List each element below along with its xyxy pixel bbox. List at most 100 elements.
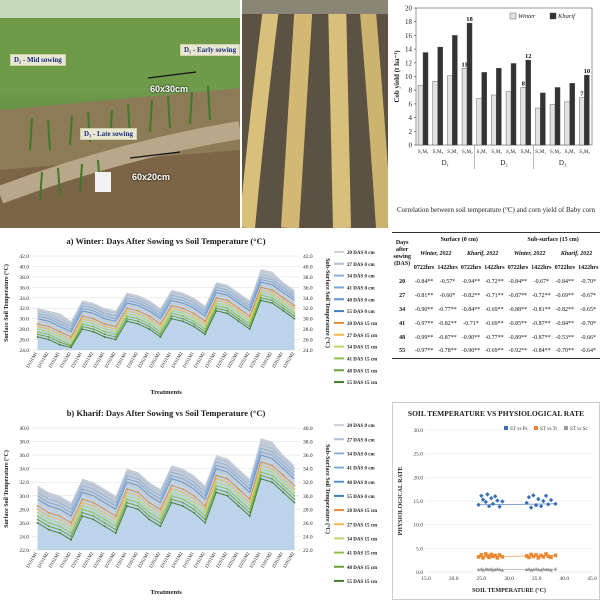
y-tick-label: 2 <box>409 128 413 136</box>
series-point <box>260 464 262 467</box>
series-point <box>148 315 151 317</box>
series-point <box>126 320 128 323</box>
series-point <box>103 508 106 511</box>
series-point <box>282 484 285 487</box>
series-point <box>271 467 273 470</box>
series-point <box>282 307 285 310</box>
legend-label: 34 DAS 0 cm <box>347 452 375 457</box>
sign-mid-sowing: D₂ - Mid sowing <box>10 54 66 66</box>
das-cell: 48 <box>399 334 406 341</box>
y-tick-label: 10 <box>405 73 413 81</box>
series-point <box>36 336 39 338</box>
series-point <box>271 481 273 484</box>
series-point <box>159 333 162 336</box>
scatter-point <box>527 555 531 560</box>
y-tick-label: 10.0 <box>413 523 423 529</box>
series-point <box>137 508 139 511</box>
series-point <box>271 474 273 477</box>
legend-label: 20 DAS 15 cm <box>347 322 378 327</box>
legend-label: ST vs Ps <box>510 427 527 432</box>
series-point <box>170 312 173 315</box>
series-point <box>81 508 84 511</box>
y-tick-label: 8 <box>409 87 413 95</box>
series-point <box>81 501 84 504</box>
spacing-label-top: 60x30cm <box>150 84 189 94</box>
series-point <box>226 491 229 494</box>
series-point <box>59 518 61 521</box>
y-tick-label: 28.0 <box>19 327 29 333</box>
series-point <box>237 488 240 490</box>
series-point <box>59 515 61 518</box>
series-point <box>92 511 95 514</box>
correlation-cell: -0.84** <box>555 320 575 327</box>
x-tick-label: D3S2M2 <box>283 351 296 369</box>
series-point <box>193 322 195 325</box>
series-point <box>282 491 285 494</box>
time-header: 0722hrs <box>460 264 482 271</box>
series-line <box>37 468 295 531</box>
series-point <box>137 315 139 317</box>
series-point <box>70 525 72 528</box>
y-tick-label: 30.0 <box>413 428 423 434</box>
series-point <box>148 320 151 323</box>
legend-label: 27 DAS 15 cm <box>347 334 378 339</box>
series-line <box>37 286 295 338</box>
series-line <box>37 292 295 343</box>
series-line <box>37 451 295 514</box>
correlation-cell: -0.92** <box>506 344 530 359</box>
correlation-cell: -0.84** <box>461 306 481 313</box>
series-point <box>159 322 162 325</box>
scatter-point <box>553 501 558 507</box>
winter-bar <box>417 85 424 146</box>
correlation-cell: -0.81** <box>414 292 434 299</box>
series-point <box>81 322 84 325</box>
series-point <box>114 525 117 528</box>
series-point <box>47 525 50 528</box>
y2-tick-label: 38.0 <box>303 275 313 281</box>
series-point <box>126 315 128 317</box>
series-point <box>114 338 117 341</box>
series-point <box>204 322 206 325</box>
y-tick-label: 26.0 <box>19 521 29 527</box>
x-tick-label: S₂M₂ <box>462 150 473 155</box>
correlation-cell: -0.67* <box>533 278 550 285</box>
correlation-cell: -0.87** <box>532 334 551 341</box>
series-point <box>70 336 72 338</box>
series-point <box>181 312 184 315</box>
series-point <box>282 296 285 299</box>
kharif-bar <box>452 35 458 146</box>
y-tick-label: 24.0 <box>19 534 29 540</box>
series-point <box>92 320 95 323</box>
scatter-point <box>553 567 558 571</box>
correlation-cell: -0.65* <box>580 306 597 313</box>
y2-axis-label: Sub-Surface Soil Temperature (°C) <box>324 258 331 348</box>
das-cell: 41 <box>399 320 406 327</box>
series-point <box>193 508 195 511</box>
series-point <box>114 521 117 524</box>
scatter-point <box>546 554 551 559</box>
series-point <box>126 488 128 490</box>
y-tick-label: 42.0 <box>19 254 29 260</box>
series-point <box>271 291 273 294</box>
series-point <box>36 333 39 336</box>
series-point <box>148 515 151 518</box>
scatter-point <box>541 555 546 559</box>
scatter-point <box>476 502 481 507</box>
series-point <box>92 330 95 333</box>
series-point <box>36 521 39 524</box>
kharif-bar <box>554 87 561 146</box>
series-point <box>137 309 139 312</box>
y2-tick-label: 22.0 <box>303 548 313 554</box>
series-point <box>193 501 195 504</box>
series-point <box>47 521 50 524</box>
scatter-point <box>489 552 494 557</box>
series-point <box>170 488 173 490</box>
series-point <box>159 508 162 511</box>
series-line <box>37 289 295 341</box>
correlation-cell: -0.87** <box>532 320 551 327</box>
y-tick-label: 14 <box>405 46 413 54</box>
scatter-point <box>539 568 543 572</box>
scatter-point <box>476 567 481 572</box>
series-point <box>226 309 229 312</box>
y-tick-label: 22.0 <box>19 548 29 554</box>
